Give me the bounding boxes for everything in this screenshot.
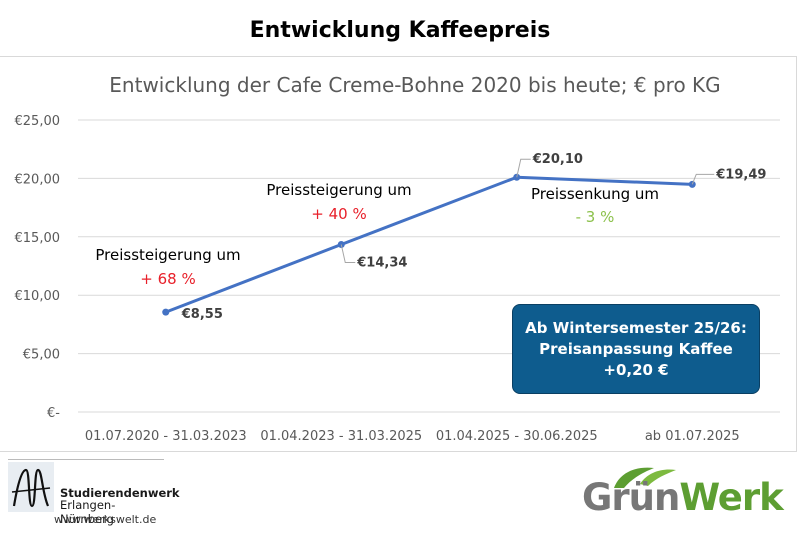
- data-label-leader: [691, 173, 715, 185]
- annotation-change: - 3 %: [576, 208, 615, 226]
- callout-line-3: +0,20 €: [603, 360, 669, 379]
- studierendenwerk-mark-icon: [8, 462, 54, 512]
- y-tick-label: €5,00: [23, 348, 60, 363]
- y-tick-label: €25,00: [15, 114, 61, 129]
- x-tick-label: 01.04.2023 - 31.03.2025: [260, 429, 422, 444]
- data-label-leader: [516, 158, 531, 178]
- data-label-leader: [340, 244, 356, 264]
- y-tick-label: €20,00: [15, 172, 61, 187]
- callout-line-2: Preisanpassung Kaffee: [539, 339, 733, 358]
- data-point: [162, 308, 170, 316]
- data-label: €8,55: [181, 307, 223, 322]
- studierendenwerk-name: Studierendenwerk: [60, 486, 180, 500]
- gruenwerk-part1: Grün: [582, 476, 680, 519]
- y-tick-label: €15,00: [15, 231, 61, 246]
- y-axis-tick-labels: €- €5,00 €10,00 €15,00 €20,00 €25,00: [15, 114, 61, 421]
- gruenwerk-part2: Werk: [679, 476, 783, 519]
- x-tick-label: 01.04.2025 - 30.06.2025: [436, 429, 598, 444]
- x-tick-label: ab 01.07.2025: [645, 429, 740, 444]
- annotation-text: Preissteigerung um: [266, 181, 411, 199]
- annotation-change: + 40 %: [311, 205, 366, 223]
- studierendenwerk-url: www.werkswelt.de: [54, 513, 157, 526]
- chart-title: Entwicklung der Cafe Creme-Bohne 2020 bi…: [109, 73, 720, 97]
- logo-divider: [8, 459, 164, 460]
- studierendenwerk-logo: Studierendenwerk Erlangen-Nürnberg www.w…: [8, 458, 180, 530]
- studierendenwerk-city: Erlangen-Nürnberg: [60, 498, 116, 526]
- line-chart: Entwicklung der Cafe Creme-Bohne 2020 bi…: [15, 73, 780, 444]
- annotation-change: + 68 %: [140, 270, 195, 288]
- annotation-text: Preissteigerung um: [95, 246, 240, 264]
- series-line-path: [165, 175, 693, 314]
- data-label: €19,49: [715, 167, 766, 182]
- gruenwerk-logo: GrünWerk: [582, 462, 787, 526]
- annotation-text: Preissenkung um: [531, 185, 659, 203]
- page-title: Entwicklung Kaffeepreis: [249, 18, 551, 43]
- x-axis-tick-labels: 01.07.2020 - 31.03.2023 01.04.2023 - 31.0…: [85, 429, 740, 444]
- annotations: Preissteigerung um + 68 % Preissteigerung …: [95, 181, 659, 288]
- leaf-icon: [614, 467, 676, 488]
- x-tick-label: 01.07.2020 - 31.03.2023: [85, 429, 247, 444]
- data-label: €14,34: [356, 256, 407, 271]
- price-adjustment-callout: Ab Wintersemester 25/26: Preisanpassung …: [512, 304, 760, 394]
- data-label: €20,10: [532, 152, 583, 167]
- y-tick-label: €-: [47, 406, 60, 421]
- y-tick-label: €10,00: [15, 289, 61, 304]
- data-labels: €8,55 €14,34 €20,10 €19,49: [181, 152, 767, 322]
- callout-line-1: Ab Wintersemester 25/26:: [525, 318, 747, 337]
